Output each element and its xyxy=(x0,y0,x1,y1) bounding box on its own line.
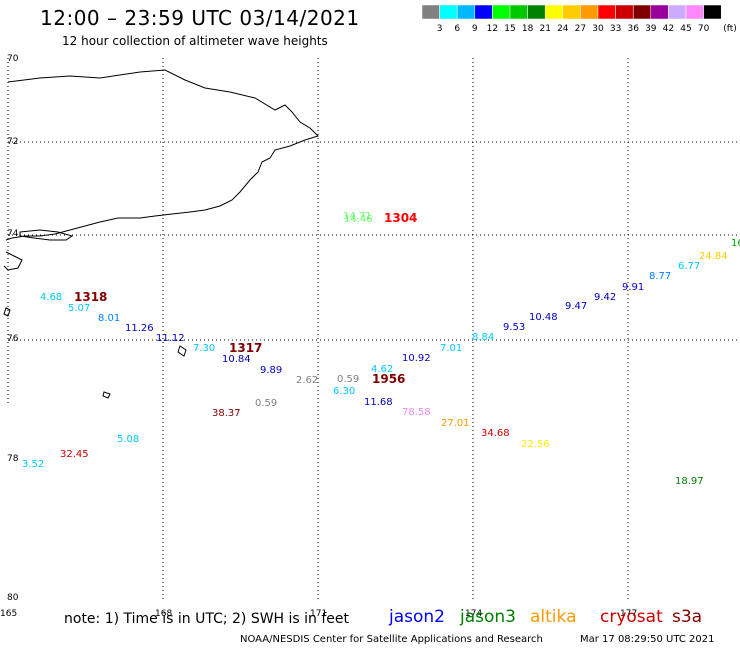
wave-height-label: 10.48 xyxy=(529,312,558,323)
wave-height-label: 1317 xyxy=(229,341,262,355)
legend-label: 9 xyxy=(472,24,478,34)
legend-label: 70 xyxy=(698,24,710,34)
wave-height-label: 10.84 xyxy=(222,354,251,365)
island-west xyxy=(19,229,74,241)
wave-height-label: 5.07 xyxy=(68,303,90,314)
graticule xyxy=(7,58,740,600)
wave-height-label: 9.42 xyxy=(594,292,616,303)
legend-label: 33 xyxy=(610,24,621,34)
wave-height-label: 78.58 xyxy=(402,407,431,418)
legend-label: 30 xyxy=(592,24,604,34)
wave-height-label: 11.68 xyxy=(364,397,393,408)
wave-height-label: 1318 xyxy=(74,290,107,304)
wave-height-label: 14.71 xyxy=(343,211,372,222)
wave-height-label: 8.01 xyxy=(98,313,120,324)
coastline-main xyxy=(5,69,319,241)
wave-height-label: 4.62 xyxy=(371,364,393,375)
legend-label: 39 xyxy=(645,24,657,34)
satellite-jason3: jason3 xyxy=(460,607,516,627)
latitude-label: 70 xyxy=(7,54,19,64)
wave-height-label: 1304 xyxy=(384,211,417,225)
island-small-3 xyxy=(102,391,111,399)
wave-height-label: 5.08 xyxy=(117,434,139,445)
wave-height-label: 22.56 xyxy=(521,439,550,450)
wave-height-label: 8.77 xyxy=(649,271,671,282)
longitude-label: 174 xyxy=(465,609,482,619)
latitude-label: 74 xyxy=(7,229,19,239)
satellite-s3a: s3a xyxy=(672,607,703,627)
wave-height-label: 6.77 xyxy=(678,261,700,272)
wave-height-label: 38.37 xyxy=(212,408,241,419)
wave-height-label: 18.97 xyxy=(675,476,704,487)
page-title: 12:00 – 23:59 UTC 03/14/2021 xyxy=(40,6,360,30)
satellite-jason2: jason2 xyxy=(389,607,445,627)
satellite-altika: altika xyxy=(530,607,577,627)
legend-label: 21 xyxy=(539,24,550,34)
wave-height-label: 9.47 xyxy=(565,301,587,312)
wave-height-label: 2.62 xyxy=(296,375,318,386)
longitude-label: 177 xyxy=(620,609,637,619)
latitude-label: 78 xyxy=(7,454,19,464)
legend-label: 42 xyxy=(663,24,674,34)
wave-height-label: 32.45 xyxy=(60,449,89,460)
legend-label: 18 xyxy=(522,24,534,34)
note-text: note: 1) Time is in UTC; 2) SWH is in fe… xyxy=(64,611,350,627)
legend-swatch xyxy=(703,4,722,20)
coastline-west-bay xyxy=(3,251,23,271)
longitude-label: 171 xyxy=(310,609,327,619)
wave-height-label: 6.30 xyxy=(333,386,355,397)
island-small-1 xyxy=(3,307,11,317)
island-small-2 xyxy=(177,345,187,357)
latitude-label: 72 xyxy=(7,137,18,147)
footer-timestamp: Mar 17 08:29:50 UTC 2021 xyxy=(580,634,715,645)
legend-label: 3 xyxy=(437,24,443,34)
wave-height-label: 9.89 xyxy=(260,365,282,376)
longitude-label: 168 xyxy=(155,609,172,619)
latitude-label: 76 xyxy=(7,334,19,344)
wave-height-label: 34.68 xyxy=(481,428,510,439)
wave-height-label: 4.68 xyxy=(40,292,62,303)
coastline xyxy=(3,69,319,399)
wave-height-label: 11.12 xyxy=(156,333,185,344)
satellite-cryosat: cryosat xyxy=(600,607,663,627)
longitude-label: 165 xyxy=(0,609,17,619)
wave-height-label: 3.52 xyxy=(22,459,44,470)
legend-unit: (ft) xyxy=(723,24,737,34)
wave-height-label: 1956 xyxy=(372,372,405,386)
wave-height-label: 16 xyxy=(731,238,740,249)
wave-height-label: 11.26 xyxy=(125,323,154,334)
axis-labels: 70 72 74 76 78 80 165 168 171 174 177 xyxy=(0,54,637,619)
page-subtitle: 12 hour collection of altimeter wave hei… xyxy=(62,34,328,48)
legend-label: 45 xyxy=(680,24,691,34)
color-legend: 3 6 9 12 15 18 21 24 27 30 33 36 39 42 45 70 (ft) xyxy=(421,4,737,34)
wave-height-label: 14.46 xyxy=(344,214,373,225)
legend-label: 6 xyxy=(454,24,460,34)
wave-height-label: 24.84 xyxy=(699,251,728,262)
legend-label: 24 xyxy=(557,24,569,34)
legend-label: 12 xyxy=(487,24,498,34)
legend-label: 15 xyxy=(504,24,515,34)
legend-label: 27 xyxy=(575,24,586,34)
footer-credit: NOAA/NESDIS Center for Satellite Applica… xyxy=(240,634,543,645)
legend-label: 36 xyxy=(627,24,639,34)
wave-height-label: 10.92 xyxy=(402,353,431,364)
wave-height-label: 27.01 xyxy=(441,418,470,429)
wave-height-label: 7.01 xyxy=(440,343,462,354)
wave-height-label: 0.59 xyxy=(255,398,277,409)
wave-height-label: 0.59 xyxy=(337,374,359,385)
wave-height-label: 8.84 xyxy=(472,332,494,343)
wave-height-label: 7.30 xyxy=(193,343,215,354)
wave-height-label: 9.53 xyxy=(503,322,525,333)
wave-height-label: 9.91 xyxy=(622,282,644,293)
latitude-label: 80 xyxy=(7,593,19,603)
